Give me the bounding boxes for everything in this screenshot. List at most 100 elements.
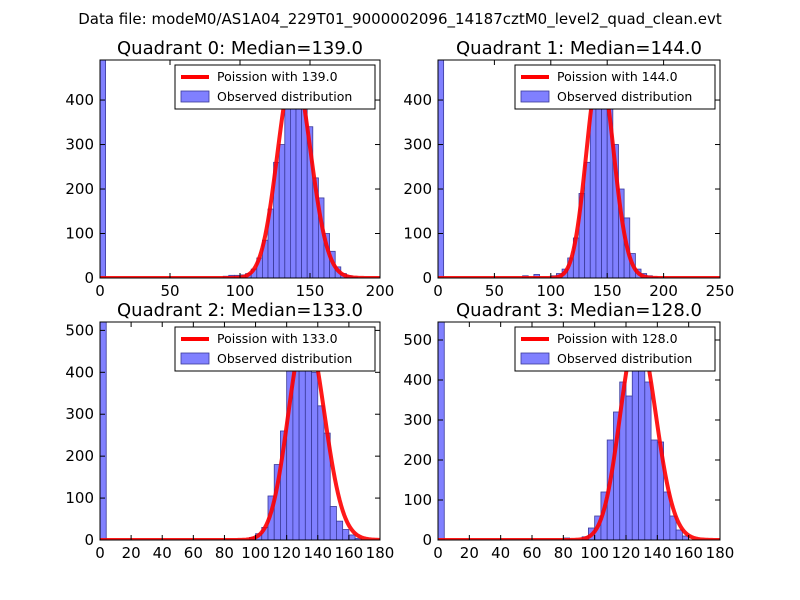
axes-frame [437,321,721,541]
x-tick-label: 80 [554,544,573,562]
y-tick-label: 100 [65,225,94,243]
x-tick-label: 20 [122,544,141,562]
x-tick-label: 180 [366,544,395,562]
subplot-quadrant-2: 0 20 40 60 80 100 120 140 160 1800100200300400500… [65,300,394,562]
histogram-bar [644,381,652,540]
y-tick-label: 200 [403,180,432,198]
subplot-title: Quadrant 0: Median=139.0 [117,38,363,59]
x-tick-label: 20 [460,544,479,562]
x-tick-label: 140 [643,544,672,562]
y-tick-label: 200 [65,447,94,465]
x-tick-label: 60 [522,544,541,562]
y-tick-label: 500 [403,331,432,349]
histogram-bar [317,405,325,540]
x-tick-label: 40 [153,544,172,562]
legend-label-observed: Observed distribution [557,351,692,366]
legend-bar-swatch [180,352,210,365]
figure-suptitle: Data file: modeM0/AS1A04_229T01_90000020… [78,10,722,29]
x-tick-label: 120 [612,544,641,562]
axes-frame [99,321,381,541]
x-tick-label: 160 [335,544,364,562]
histogram-bar [438,322,445,540]
x-tick-label: 0 [95,282,105,300]
y-tick-label: 300 [403,411,432,429]
x-tick-label: 0 [433,282,443,300]
histogram-bar [329,506,337,540]
axes-frame [437,59,721,279]
x-tick-label: 200 [366,282,395,300]
subplot-quadrant-0: 0 50 100 150 200 0 100 200 300 400 Quadrant 0: Med… [65,38,394,300]
y-tick-label: 400 [65,91,94,109]
y-tick-label: 300 [65,405,94,423]
x-tick-label: 120 [272,544,301,562]
x-tick-label: 100 [241,544,270,562]
x-tick-label: 160 [674,544,703,562]
legend-label-fit: Poission with 139.0 [217,69,338,84]
y-tick-label: 0 [422,269,432,287]
histogram-bar [650,439,658,540]
y-tick-label: 100 [65,489,94,507]
histogram-bar [625,395,633,540]
x-tick-label: 150 [296,282,325,300]
histogram-bar [304,365,312,540]
y-tick-label: 400 [65,363,94,381]
x-tick-label: 140 [303,544,332,562]
x-tick-label: 100 [580,544,609,562]
subplot-title: Quadrant 1: Median=144.0 [456,38,702,59]
y-tick-label: 300 [403,136,432,154]
y-tick-label: 0 [422,531,432,549]
legend-bar-swatch [520,352,550,365]
subplot-quadrant-1: 0 50 100 150 200 250 0 100 200 300 400 Quadrant 1: … [403,38,734,300]
legend: Poission with 128.0 Observed distribution [514,326,716,372]
legend: Poission with 139.0 Observed distribution [174,64,376,110]
legend: Poission with 144.0 Observed distribution [514,64,716,110]
legend: Poission with 133.0 Observed distribution [174,326,376,372]
x-tick-label: 50 [485,282,504,300]
x-tick-label: 0 [433,544,443,562]
histogram-bar [675,529,683,540]
y-tick-label: 400 [403,91,432,109]
poisson-fit-line [438,66,720,278]
y-tick-label: 0 [84,269,94,287]
histogram-bar [342,529,350,540]
y-tick-label: 300 [65,136,94,154]
legend-label-fit: Poission with 144.0 [557,69,678,84]
x-tick-label: 60 [184,544,203,562]
y-tick-label: 200 [403,451,432,469]
legend-label-fit: Poission with 133.0 [217,331,338,346]
x-tick-label: 200 [649,282,678,300]
legend-bar-swatch [520,90,550,103]
legend-label-observed: Observed distribution [557,89,692,104]
legend-label-observed: Observed distribution [217,89,352,104]
histogram-bar [311,371,319,540]
histogram-bar [348,534,356,540]
histogram-bar [295,88,302,278]
x-tick-label: 100 [226,282,255,300]
histogram-bar [100,322,107,540]
x-tick-label: 40 [491,544,510,562]
subplot-quadrant-3: 0 20 40 60 80 100 120 140 160 1800100200300400500… [403,300,734,562]
histogram-bar [336,520,344,540]
x-tick-label: 250 [706,282,735,300]
legend-label-observed: Observed distribution [217,351,352,366]
y-tick-label: 100 [403,225,432,243]
x-tick-label: 50 [160,282,179,300]
x-tick-label: 80 [215,544,234,562]
y-tick-label: 0 [84,531,94,549]
histogram-bar [284,108,291,278]
histogram-bar [638,347,646,540]
histogram-bar [278,144,286,278]
legend-bar-swatch [180,90,210,103]
y-tick-label: 100 [403,491,432,509]
y-tick-label: 500 [65,321,94,339]
subplot-title: Quadrant 3: Median=128.0 [456,300,702,321]
histogram-bar [100,60,106,278]
x-tick-label: 0 [95,544,105,562]
legend-label-fit: Poission with 128.0 [557,331,678,346]
x-tick-label: 100 [536,282,565,300]
histogram-bar [589,108,597,278]
x-tick-label: 180 [706,544,735,562]
y-tick-label: 400 [403,371,432,389]
